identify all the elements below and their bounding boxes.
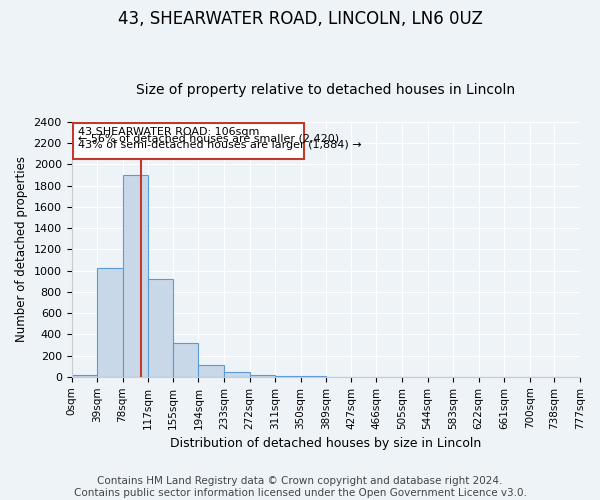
- Y-axis label: Number of detached properties: Number of detached properties: [15, 156, 28, 342]
- Bar: [97, 268, 122, 377]
- Bar: [301, 376, 326, 377]
- Bar: [122, 175, 148, 377]
- Text: 43, SHEARWATER ROAD, LINCOLN, LN6 0UZ: 43, SHEARWATER ROAD, LINCOLN, LN6 0UZ: [118, 10, 482, 28]
- Bar: [275, 376, 301, 377]
- Title: Size of property relative to detached houses in Lincoln: Size of property relative to detached ho…: [136, 83, 515, 97]
- Text: 43 SHEARWATER ROAD: 106sqm: 43 SHEARWATER ROAD: 106sqm: [78, 126, 259, 136]
- Text: Contains HM Land Registry data © Crown copyright and database right 2024.
Contai: Contains HM Land Registry data © Crown c…: [74, 476, 526, 498]
- Bar: [73, 123, 304, 159]
- Bar: [148, 279, 173, 377]
- Text: 43% of semi-detached houses are larger (1,884) →: 43% of semi-detached houses are larger (…: [78, 140, 362, 150]
- X-axis label: Distribution of detached houses by size in Lincoln: Distribution of detached houses by size …: [170, 437, 481, 450]
- Bar: [224, 372, 250, 377]
- Bar: [250, 374, 275, 377]
- Bar: [173, 343, 199, 377]
- Bar: [199, 365, 224, 377]
- Bar: [71, 374, 97, 377]
- Text: ← 56% of detached houses are smaller (2,420): ← 56% of detached houses are smaller (2,…: [78, 134, 339, 143]
